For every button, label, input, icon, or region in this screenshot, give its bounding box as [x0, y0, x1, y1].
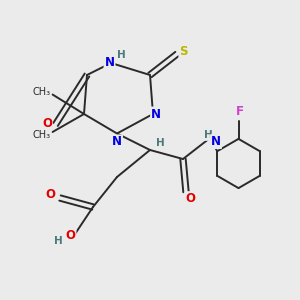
- Text: N: N: [211, 135, 221, 148]
- Text: O: O: [185, 192, 196, 205]
- Text: N: N: [104, 56, 115, 69]
- Text: F: F: [236, 105, 244, 119]
- Text: H: H: [204, 130, 213, 140]
- Text: CH₃: CH₃: [33, 86, 51, 97]
- Text: H: H: [117, 50, 126, 61]
- Text: O: O: [45, 188, 56, 202]
- Text: N: N: [151, 107, 161, 121]
- Text: H: H: [54, 236, 63, 247]
- Text: O: O: [42, 116, 52, 130]
- Text: H: H: [156, 137, 165, 148]
- Text: N: N: [112, 135, 122, 148]
- Text: CH₃: CH₃: [33, 130, 51, 140]
- Text: S: S: [179, 44, 188, 58]
- Text: O: O: [65, 229, 76, 242]
